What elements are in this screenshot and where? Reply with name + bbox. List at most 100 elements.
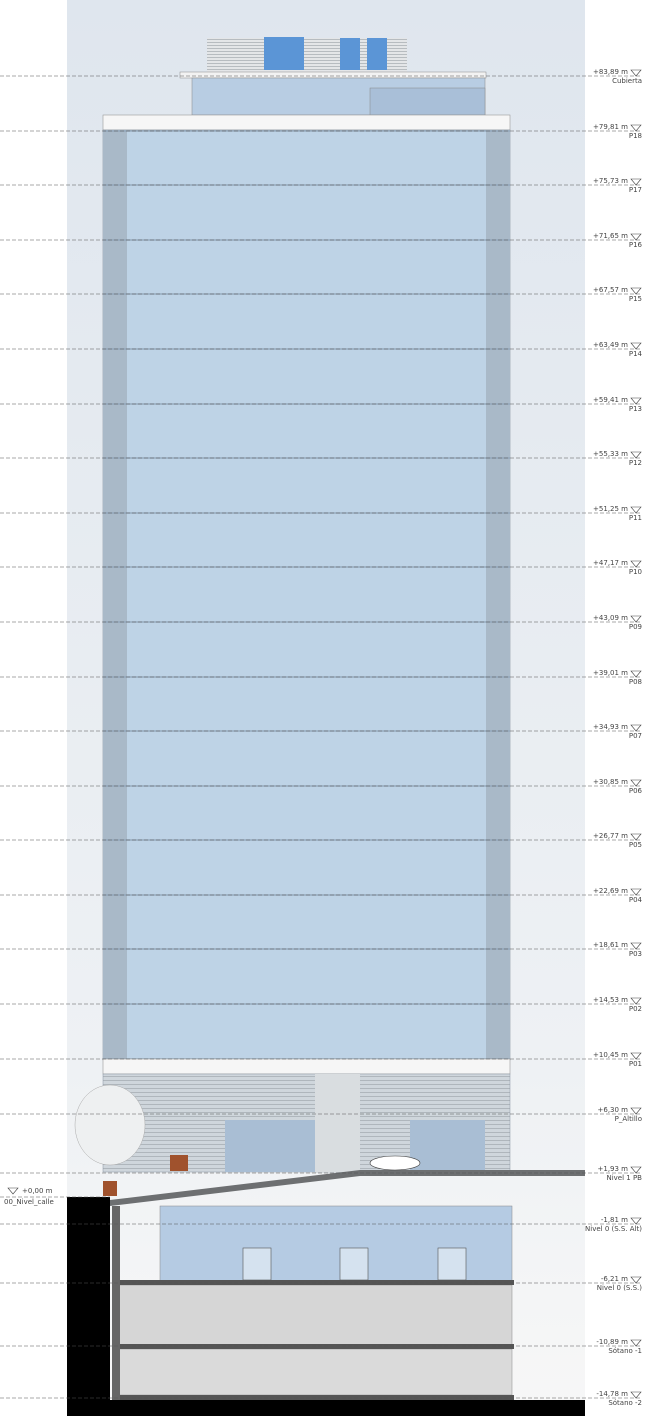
podium-glass (410, 1120, 485, 1172)
door (243, 1248, 271, 1280)
level-elevation: +30,85 m (593, 778, 628, 786)
tree (75, 1085, 145, 1165)
level-name: P07 (629, 732, 642, 740)
level-elevation: -6,21 m (601, 1275, 628, 1283)
level-name: P14 (629, 350, 643, 358)
level-symbol (631, 452, 641, 458)
level-elevation: +0,00 m (22, 1187, 53, 1195)
level-symbol (631, 834, 641, 840)
level-elevation: +59,41 m (593, 396, 628, 404)
level-name: P08 (629, 678, 642, 686)
level-symbol (631, 234, 641, 240)
penthouse-volume (370, 88, 485, 115)
roof-slab (180, 72, 486, 78)
roof-panel (367, 38, 387, 70)
level-name: P17 (629, 186, 642, 194)
level-elevation: +67,57 m (593, 286, 628, 294)
level-symbol (631, 943, 641, 949)
level-elevation: +75,73 m (593, 177, 628, 185)
level-symbol (631, 1340, 641, 1346)
podium-glass (225, 1120, 315, 1172)
level-symbol (631, 616, 641, 622)
slab (112, 1395, 514, 1400)
level-name: Cubierta (612, 77, 642, 85)
roof-panel (340, 38, 360, 70)
drawing (67, 0, 585, 1416)
level-elevation: -10,89 m (596, 1338, 628, 1346)
level-name: P11 (629, 514, 642, 522)
level-elevation: +6,30 m (598, 1106, 629, 1114)
level-symbol (631, 1108, 641, 1114)
level-symbol (631, 507, 641, 513)
tower-facade (103, 130, 510, 1060)
level-symbol (631, 125, 641, 131)
elevation-drawing: +83,89 mCubierta +79,81 mP18 +75,73 mP17 +7… (0, 0, 652, 1416)
level-symbol (631, 179, 641, 185)
level-name: P16 (629, 241, 643, 249)
level-symbol (631, 1167, 641, 1173)
tower-edge (103, 130, 127, 1060)
level-name: P06 (629, 787, 643, 795)
level-name: P03 (629, 950, 642, 958)
level-symbol (8, 1188, 18, 1194)
level-name: Nivel 0 (S.S.) (597, 1284, 643, 1292)
level-name: P15 (629, 295, 642, 303)
basement-1 (118, 1285, 512, 1345)
level-name: P12 (629, 459, 642, 467)
level-symbol (631, 998, 641, 1004)
level-elevation: +83,89 m (593, 68, 628, 76)
car (370, 1156, 420, 1170)
level-elevation: +79,81 m (593, 123, 628, 131)
level-symbol (631, 1392, 641, 1398)
level-symbol (631, 1053, 641, 1059)
level-elevation: +47,17 m (593, 559, 628, 567)
level-symbol (631, 398, 641, 404)
door (340, 1248, 368, 1280)
level-elevation: +39,01 m (593, 669, 628, 677)
retaining-wall (112, 1206, 120, 1400)
tower-edge (486, 130, 510, 1060)
podium-band (103, 1059, 510, 1074)
level-elevation: +10,45 m (593, 1051, 628, 1059)
level-elevation: +18,61 m (593, 941, 628, 949)
level-name: P04 (629, 896, 643, 904)
parapet (103, 115, 510, 130)
level-symbol (631, 780, 641, 786)
level-elevation: +34,93 m (593, 723, 628, 731)
level-elevation: +55,33 m (593, 450, 628, 458)
basement-2 (118, 1349, 512, 1395)
level-name: P02 (629, 1005, 642, 1013)
level-name: P01 (629, 1060, 642, 1068)
level-elevation: +63,49 m (593, 341, 628, 349)
level-symbol (631, 1277, 641, 1283)
level-elevation: -1,81 m (601, 1216, 628, 1224)
level-symbol (631, 889, 641, 895)
level-elevation: +14,53 m (593, 996, 628, 1004)
level-name: P10 (629, 568, 642, 576)
level-elevation: -14,78 m (596, 1390, 628, 1398)
level-elevation: +43,09 m (593, 614, 628, 622)
level-name: Nivel 1 PB (606, 1174, 642, 1182)
planter (103, 1181, 117, 1196)
level-name: P18 (629, 132, 642, 140)
level-elevation: +26,77 m (593, 832, 628, 840)
level-name: 00_Nivel_calle (4, 1198, 54, 1206)
slab (112, 1280, 514, 1285)
level-elevation: +71,65 m (593, 232, 628, 240)
level-symbol (631, 288, 641, 294)
slab (112, 1344, 514, 1349)
level-symbol (631, 1218, 641, 1224)
level-elevation: +22,69 m (593, 887, 628, 895)
podium-column (315, 1074, 360, 1172)
level-name: P09 (629, 623, 642, 631)
level-symbol (631, 671, 641, 677)
level-elevation: +1,93 m (598, 1165, 629, 1173)
level-name: Sótano -1 (608, 1347, 642, 1355)
roof-panel (264, 37, 304, 70)
planter (170, 1155, 188, 1171)
level-elevation: +51,25 m (593, 505, 628, 513)
level-name: P05 (629, 841, 642, 849)
level-symbol (631, 70, 641, 76)
level-symbol (631, 561, 641, 567)
level-symbol (631, 343, 641, 349)
